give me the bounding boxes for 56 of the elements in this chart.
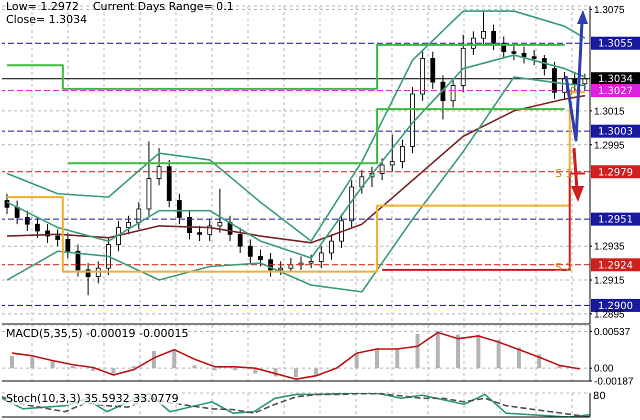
candlestick: [156, 148, 162, 186]
line-series: [6, 94, 586, 244]
y-tick-label: -0.00187: [594, 376, 634, 388]
candlestick: [278, 260, 284, 276]
ref-line-label: 1.3055: [598, 38, 633, 50]
chart-title: Stoch(10,3,3) 35.5932 33.0779: [6, 392, 179, 405]
chart-title: MACD(5,35,5) -0.00019 -0.00015: [6, 327, 188, 340]
y-tick-label: 1.2915: [594, 276, 626, 287]
ref-line-label: 1.2979: [598, 167, 633, 178]
candlestick: [532, 49, 537, 66]
ref-line-label: 1.2900: [598, 300, 633, 312]
candlestick: [217, 188, 222, 234]
candlestick: [4, 193, 10, 215]
candlestick: [511, 44, 516, 61]
ref-line-label: 1.3027: [598, 86, 633, 98]
line-series: [6, 76, 586, 293]
candlestick: [318, 246, 324, 269]
candlestick: [400, 139, 405, 169]
candlestick: [197, 225, 202, 242]
y-tick-label: 0.00: [594, 364, 614, 375]
ref-line-label: 1.3034: [598, 74, 633, 86]
candlestick: [126, 215, 132, 235]
candlestick: [238, 227, 243, 254]
annotation: Close= 1.3034: [6, 13, 88, 26]
candlestick: [55, 228, 60, 247]
candlestick: [339, 214, 344, 248]
candlestick: [308, 254, 314, 269]
candlestick: [14, 200, 20, 225]
y-tick-label: 1.2895: [594, 309, 626, 320]
candlestick: [522, 46, 526, 64]
y-tick-label: 1.3015: [594, 106, 626, 118]
candlestick: [116, 220, 121, 252]
y-tick-label: 1.2935: [594, 242, 626, 253]
candlestick: [65, 232, 70, 259]
candlestick: [298, 256, 304, 270]
y-tick-label: 1.3075: [594, 4, 626, 16]
candlestick: [258, 249, 263, 267]
candlestick: [481, 10, 486, 46]
candlestick: [329, 234, 334, 260]
candlestick: [106, 237, 111, 276]
candlestick: [380, 158, 385, 181]
candlestick: [450, 78, 456, 108]
annotation: P: [570, 85, 577, 98]
ref-line-label: 1.3003: [598, 126, 633, 138]
candlestick: [248, 238, 253, 264]
y-tick-label: 1.2995: [594, 140, 626, 152]
candlestick: [76, 244, 80, 278]
y-tick-label: 0.00537: [594, 326, 631, 338]
candlestick: [390, 134, 395, 172]
text: 80: [593, 391, 606, 403]
candlestick: [491, 24, 496, 50]
ref-line-label: 1.2951: [598, 214, 633, 226]
line-series: [6, 54, 586, 259]
annotation: Low= 1.2972 Current Days Range= 0.1: [6, 0, 234, 13]
candlestick: [35, 216, 40, 238]
ref-line-label: 1.2924: [598, 260, 633, 272]
